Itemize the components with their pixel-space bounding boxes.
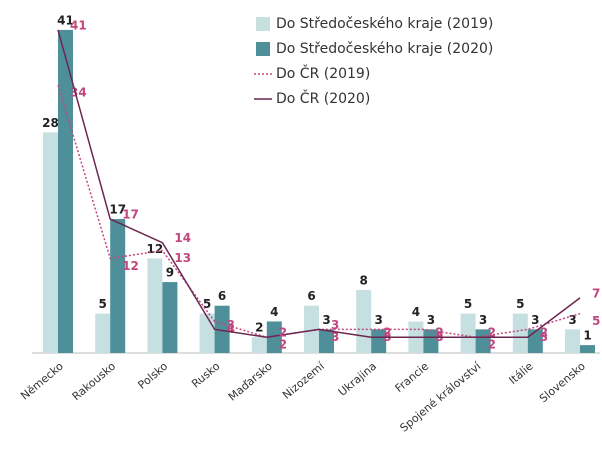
- bar: [512, 313, 528, 353]
- line-value: 7: [592, 286, 600, 300]
- line-value: 14: [174, 231, 191, 245]
- bar: [58, 29, 73, 353]
- line-value: 13: [174, 251, 191, 265]
- x-tick-label: Francie: [393, 359, 432, 395]
- x-tick-label: Rusko: [189, 359, 223, 390]
- bar-value: 6: [218, 289, 226, 303]
- x-tick-label: Nizozemí: [280, 359, 327, 402]
- line-value: 34: [70, 86, 87, 100]
- bar: [371, 329, 387, 353]
- line-value: 2: [488, 326, 496, 340]
- legend-label: Do Středočeského kraje (2020): [276, 41, 493, 57]
- line-value: 2: [279, 326, 287, 340]
- legend-swatch: [256, 17, 270, 31]
- bar-value: 3: [479, 313, 487, 327]
- x-tick-label: Rakousko: [70, 359, 119, 403]
- bar-value: 12: [147, 242, 164, 256]
- x-tick-label: Polsko: [135, 359, 170, 391]
- line-value: 3: [331, 318, 339, 332]
- line-value: 12: [122, 259, 139, 273]
- bar: [214, 305, 230, 353]
- line-value: 2: [435, 326, 443, 340]
- bar-value: 17: [109, 203, 126, 217]
- bar: [356, 289, 372, 353]
- bar-value: 2: [255, 321, 263, 335]
- bar: [319, 329, 334, 353]
- bar: [95, 313, 111, 353]
- bar-value: 28: [42, 116, 59, 130]
- bar-value: 3: [322, 313, 330, 327]
- line-value: 3: [227, 318, 235, 332]
- bar-value: 5: [464, 297, 472, 311]
- bar: [199, 313, 215, 353]
- bar-value: 3: [427, 313, 435, 327]
- bar: [565, 329, 580, 353]
- bar-value: 3: [568, 313, 576, 327]
- bar: [110, 219, 126, 353]
- line-value: 2: [540, 326, 548, 340]
- x-tick-label: Itálie: [506, 359, 535, 387]
- legend-label: Do ČR (2020): [276, 89, 370, 107]
- line-value: 3: [540, 330, 548, 344]
- bar: [251, 337, 267, 353]
- bar-value: 3: [375, 313, 383, 327]
- line-value: 2: [488, 338, 496, 352]
- bar: [580, 345, 595, 353]
- x-tick-label: Maďarsko: [226, 359, 275, 403]
- bar: [43, 132, 58, 353]
- line: [57, 29, 581, 338]
- bar: [147, 258, 163, 353]
- x-tick-label: Německo: [18, 359, 66, 402]
- bar-value: 4: [270, 305, 278, 319]
- bar-value: 5: [203, 297, 211, 311]
- bar-value: 5: [516, 297, 524, 311]
- bar: [162, 282, 178, 353]
- line-value: 41: [70, 18, 87, 32]
- x-tick-label: Slovensko: [537, 359, 588, 405]
- bar-value: 8: [360, 273, 368, 287]
- bar-value: 41: [57, 13, 74, 27]
- bar: [266, 321, 282, 353]
- line-value: 3: [331, 330, 339, 344]
- x-tick-label: Ukrajina: [336, 360, 379, 399]
- line-value: 5: [592, 314, 600, 328]
- bar: [460, 313, 476, 353]
- bar-value: 4: [412, 305, 420, 319]
- line-value: 4: [227, 322, 235, 336]
- bar-value: 1: [583, 329, 591, 343]
- bar: [304, 305, 319, 353]
- bar-value: 9: [166, 266, 174, 280]
- bar-value: 3: [531, 313, 539, 327]
- legend-label: Do Středočeského kraje (2019): [276, 16, 493, 32]
- line-value: 17: [122, 208, 139, 222]
- line-value: 2: [383, 326, 391, 340]
- bar-value: 6: [307, 289, 315, 303]
- legend-swatch: [256, 42, 270, 56]
- line-value: 2: [279, 338, 287, 352]
- legend-label: Do ČR (2019): [276, 64, 370, 82]
- bar: [423, 329, 439, 353]
- bar-value: 5: [99, 297, 107, 311]
